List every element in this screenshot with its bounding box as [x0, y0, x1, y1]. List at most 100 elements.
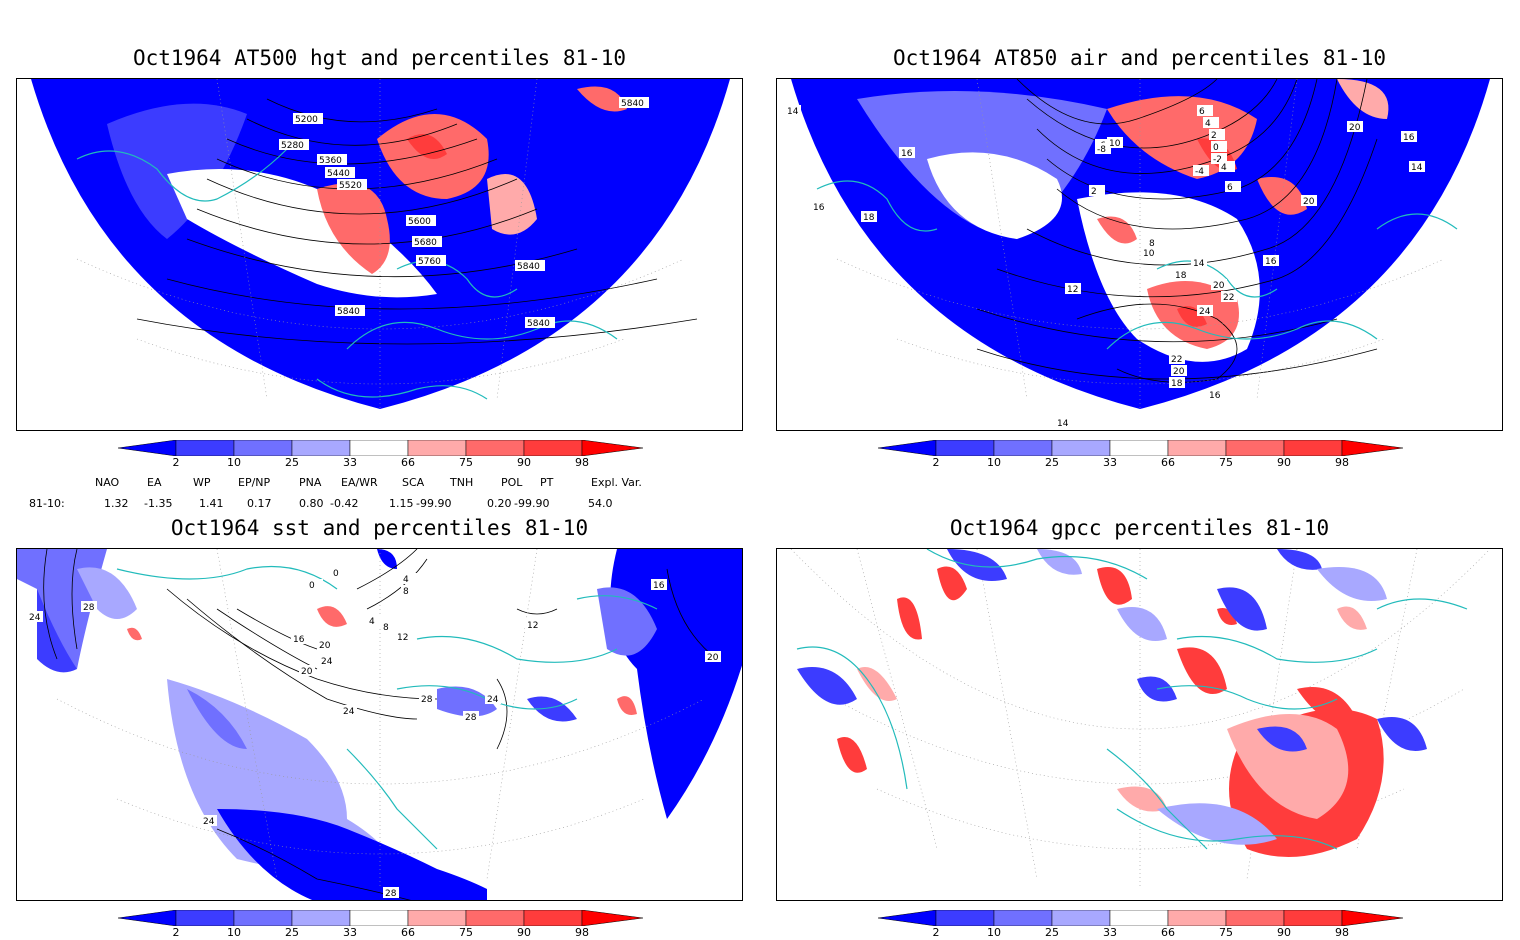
index-value: 1.15 [389, 497, 414, 510]
contour-label: 5840 [621, 99, 644, 109]
contour-label: 5840 [337, 307, 360, 317]
colorbar-tick: 2 [932, 926, 940, 939]
contour-label: 16 [653, 581, 665, 591]
index-header: Expl. Var. [591, 476, 642, 489]
contour-label: -4 [1195, 167, 1204, 177]
contour-label: 18 [1171, 379, 1183, 389]
index-value: -1.35 [144, 497, 173, 510]
contour-label: 24 [321, 657, 333, 667]
colorbar-tick: 10 [987, 456, 1001, 469]
contour-label: 12 [397, 633, 408, 643]
contour-label: 5680 [414, 238, 437, 248]
panel-title-sst: Oct1964 sst and percentiles 81-10 [170, 516, 589, 540]
contour-label: 10 [1143, 249, 1155, 259]
index-value: -99.90 [416, 497, 452, 510]
colorbar-tick: 66 [1161, 926, 1175, 939]
colorbar-tick: 98 [1335, 926, 1349, 939]
contour-label: -8 [1097, 145, 1106, 155]
colorbar-tick: 98 [575, 456, 589, 469]
index-value: 0.17 [247, 497, 272, 510]
colorbar-tick: 33 [1103, 456, 1117, 469]
contour-label: 8 [383, 623, 389, 633]
contour-label: 6 [1199, 107, 1205, 117]
colorbar-bottom-left: 2 10 25 33 66 75 90 98 [117, 909, 644, 940]
contour-label: 4 [403, 575, 409, 585]
index-header: TNH [450, 476, 474, 489]
colorbar-tick: 66 [401, 456, 415, 469]
colorbar-tick: 98 [575, 926, 589, 939]
index-header: EP/NP [238, 476, 271, 489]
contour-label: 5280 [281, 141, 304, 151]
map-panel-sst: 24 28 0 0 4 8 4 8 12 16 20 24 20 24 28 2… [16, 548, 743, 901]
colorbar-tick: 10 [987, 926, 1001, 939]
index-row-label: 81-10: [29, 497, 65, 510]
contour-label: 24 [203, 817, 215, 827]
contour-label: 20 [1173, 367, 1185, 377]
contour-label: 16 [1265, 257, 1277, 267]
contour-label: 2 [1091, 187, 1097, 197]
index-header: PT [540, 476, 554, 489]
map-panel-hgt: 5840 5200 5280 5360 5440 5520 5600 5680 … [16, 78, 743, 431]
contour-label: 2 [1211, 131, 1217, 141]
contour-label: 5520 [339, 181, 362, 191]
contour-label: 5840 [527, 319, 550, 329]
contour-label: 22 [1223, 293, 1234, 303]
contour-label: 12 [1067, 285, 1078, 295]
contour-label: 5840 [517, 262, 540, 272]
colorbar-tick: 2 [172, 456, 180, 469]
index-value: 54.0 [588, 497, 613, 510]
contour-label: 20 [1349, 123, 1361, 133]
contour-label: 10 [1109, 139, 1121, 149]
contour-label: -2 [1213, 155, 1222, 165]
index-value: 1.32 [104, 497, 129, 510]
colorbar-tick: 25 [285, 456, 299, 469]
contour-label: 28 [465, 713, 477, 723]
contour-label: 16 [1403, 133, 1415, 143]
colorbar-tick: 66 [1161, 456, 1175, 469]
contour-label: 8 [1149, 239, 1155, 249]
contour-label: 28 [83, 603, 95, 613]
colorbar-top-right: 2 10 25 33 66 75 90 98 [877, 439, 1404, 472]
colorbar-tick: 90 [1277, 456, 1291, 469]
colorbar-tick: 98 [1335, 456, 1349, 469]
colorbar-tick: 33 [343, 456, 357, 469]
contour-label: 20 [1303, 197, 1315, 207]
colorbar-bottom-right: 2 10 25 33 66 75 90 98 [877, 909, 1404, 940]
contour-label: 28 [385, 889, 397, 899]
index-header: NAO [95, 476, 120, 489]
index-header: EA/WR [341, 476, 378, 489]
contour-label: 18 [863, 213, 875, 223]
colorbar-tick: 90 [517, 456, 531, 469]
panel-title-gpcc: Oct1964 gpcc percentiles 81-10 [949, 516, 1330, 540]
contour-label: 20 [1213, 281, 1225, 291]
map-panel-air: 14 16 16 18 6 4 2 0 -2 -4 -6 -8 10 4 6 2… [776, 78, 1503, 431]
colorbar-top-left: 2 10 25 33 66 75 90 98 [117, 439, 644, 472]
contour-label: 24 [1199, 307, 1211, 317]
contour-label: 14 [1193, 259, 1205, 269]
contour-label: 24 [343, 707, 355, 717]
colorbar-tick: 25 [1045, 926, 1059, 939]
index-value: -99.90 [514, 497, 550, 510]
contour-label: 5440 [327, 169, 350, 179]
index-header: WP [193, 476, 211, 489]
panel-title-hgt: Oct1964 AT500 hgt and percentiles 81-10 [132, 46, 627, 70]
colorbar-tick: 75 [1219, 456, 1233, 469]
contour-label: 24 [487, 695, 499, 705]
colorbar-tick: 90 [1277, 926, 1291, 939]
contour-label: 4 [369, 617, 375, 627]
contour-label: 24 [29, 613, 41, 623]
colorbar-tick: 90 [517, 926, 531, 939]
index-header: SCA [402, 476, 425, 489]
index-value: 0.20 [487, 497, 512, 510]
index-value: 1.41 [199, 497, 224, 510]
contour-label: 4 [1221, 163, 1227, 173]
contour-label: 12 [527, 621, 538, 631]
contour-label: 20 [301, 667, 313, 677]
contour-label: 14 [1411, 163, 1423, 173]
contour-label: 5360 [319, 156, 342, 166]
contour-label: 8 [403, 587, 409, 597]
panel-title-air: Oct1964 AT850 air and percentiles 81-10 [892, 46, 1387, 70]
contour-label: 0 [1213, 143, 1219, 153]
colorbar-tick: 2 [932, 456, 940, 469]
index-value: 0.80 [299, 497, 324, 510]
